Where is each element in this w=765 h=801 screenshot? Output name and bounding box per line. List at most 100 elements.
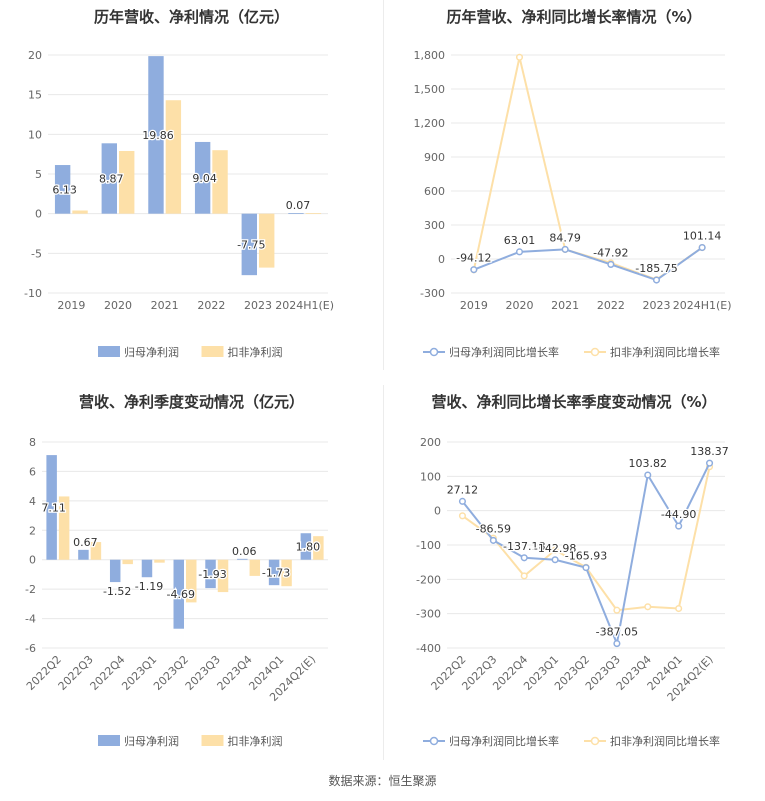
data-label: -137.18: [503, 540, 545, 553]
point-net-profit-growth: [515, 248, 524, 256]
point-net-profit-growth: [652, 276, 661, 284]
bar-net-profit: [148, 56, 164, 214]
data-label: -1.73: [262, 566, 290, 579]
data-label: -1.52: [103, 585, 131, 598]
data-source-note: 数据来源：恒生聚源: [328, 774, 437, 788]
data-label: -185.75: [635, 262, 677, 275]
legend-marker: [590, 736, 600, 746]
x-tick-label: 2020: [506, 299, 534, 312]
y-tick-label: -300: [416, 608, 441, 621]
point-deducted-profit-growth: [458, 512, 466, 520]
x-tick-label: 2021: [151, 299, 179, 312]
data-label: 63.01: [504, 234, 536, 247]
data-label: 0.07: [286, 199, 311, 212]
line-deducted-profit-growth: [461, 466, 711, 612]
bar-deducted-profit: [122, 559, 133, 565]
y-tick-label: -2: [25, 583, 36, 596]
point-net-profit-growth: [520, 554, 528, 562]
y-tick-label: 8: [29, 436, 36, 449]
x-tick-label: 2021: [551, 299, 579, 312]
point-deducted-profit-growth: [675, 604, 683, 613]
x-tick-label: 2019: [57, 299, 85, 312]
point-net-profit-growth: [489, 536, 497, 544]
y-tick-label: 15: [28, 89, 42, 102]
y-tick-label: 6: [29, 465, 36, 478]
bar-net-profit: [78, 549, 89, 560]
x-tick-label: 2024H1(E): [275, 299, 334, 312]
point-net-profit-growth: [607, 260, 615, 268]
y-tick-label: -4: [25, 613, 36, 626]
legend-swatch-net-profit: [98, 346, 120, 357]
data-label: -1.93: [198, 568, 226, 581]
data-label: 8.87: [99, 172, 124, 185]
y-tick-label: 1,500: [414, 83, 446, 96]
bar-net-profit: [300, 533, 312, 560]
x-tick-label: 2020: [104, 299, 132, 312]
point-net-profit-growth: [698, 243, 706, 252]
y-tick-label: 1,800: [414, 49, 446, 62]
data-label: 1.80: [296, 540, 321, 553]
bar-deducted-profit: [58, 496, 70, 560]
legend-label: 归母净利润: [124, 345, 179, 359]
x-tick-label: 2024H1(E): [673, 299, 732, 312]
bar-net-profit: [54, 165, 71, 214]
bar-deducted-profit: [305, 213, 322, 214]
data-label: 27.12: [447, 483, 479, 496]
bar-net-profit: [101, 143, 117, 214]
data-label: -4.69: [167, 588, 195, 601]
panel-divider: [383, 385, 384, 760]
bar-net-profit: [141, 559, 153, 578]
point-deducted-profit-growth: [515, 53, 524, 61]
chart-annual-profit: 历年营收、净利情况（亿元） -10 -5 0 5 10 15 20 2019 2020 2021 20…: [24, 8, 334, 359]
x-tick-label: 2023: [244, 299, 272, 312]
data-label: 138.37: [690, 445, 729, 458]
legend-marker: [590, 347, 600, 357]
chart-annual-growth: 历年营收、净利同比增长率情况（%） -300 0 300 600 900 1,200 1,50…: [414, 8, 732, 359]
data-label: 103.82: [629, 457, 668, 470]
point-deducted-profit-growth: [551, 546, 559, 554]
point-deducted-profit-growth: [644, 603, 652, 611]
bar-net-profit: [241, 213, 257, 276]
data-label: -165.93: [565, 550, 607, 563]
data-label: -387.05: [596, 626, 638, 639]
line-net-profit-growth: [473, 246, 703, 282]
point-net-profit-growth: [675, 522, 683, 530]
legend-swatch-deducted: [201, 735, 224, 746]
chart-quarterly-profit: 营收、净利季度变动情况（亿元）-6-4-2024682022Q22022Q320…: [24, 393, 328, 748]
point-net-profit-growth: [613, 640, 621, 648]
data-label: 19.86: [142, 129, 174, 142]
point-net-profit-growth: [644, 471, 652, 479]
legend-label: 扣非净利润同比增长率: [610, 734, 720, 748]
y-tick-label: -200: [416, 573, 441, 586]
bar-deducted-profit: [281, 559, 292, 587]
legend-label: 归母净利润: [124, 734, 179, 748]
point-deducted-profit-growth: [613, 606, 621, 614]
point-net-profit-growth: [458, 497, 466, 505]
data-label: 84.79: [549, 231, 581, 244]
y-tick-label: 900: [424, 151, 445, 164]
data-label: -142.98: [534, 542, 576, 555]
y-tick-label: 20: [28, 49, 42, 62]
bar-deducted-profit: [217, 559, 229, 593]
data-label: 6.13: [52, 183, 77, 196]
x-tick-label: 2022: [197, 299, 225, 312]
y-tick-label: 5: [35, 168, 42, 181]
legend-swatch-net-profit: [98, 735, 120, 746]
legend-swatch-deducted: [201, 346, 224, 357]
data-label: 0.06: [232, 545, 257, 558]
point-deducted-profit-growth: [520, 572, 528, 580]
legend-label: 归母净利润同比增长率: [449, 345, 559, 359]
bar-deducted-profit: [90, 542, 102, 560]
y-tick-label: -5: [31, 247, 42, 260]
y-tick-label: 200: [420, 436, 441, 449]
bar-net-profit: [46, 455, 57, 560]
y-tick-label: 600: [424, 185, 445, 198]
legend-label: 扣非净利润: [228, 345, 283, 359]
data-label: 101.14: [683, 230, 722, 243]
bar-deducted-profit: [212, 150, 228, 214]
y-tick-label: 0: [35, 208, 42, 221]
bar-net-profit: [268, 559, 280, 586]
panel-divider: [383, 0, 384, 370]
x-tick-label: 2023: [643, 299, 671, 312]
chart-title: 历年营收、净利同比增长率情况（%）: [446, 8, 701, 26]
